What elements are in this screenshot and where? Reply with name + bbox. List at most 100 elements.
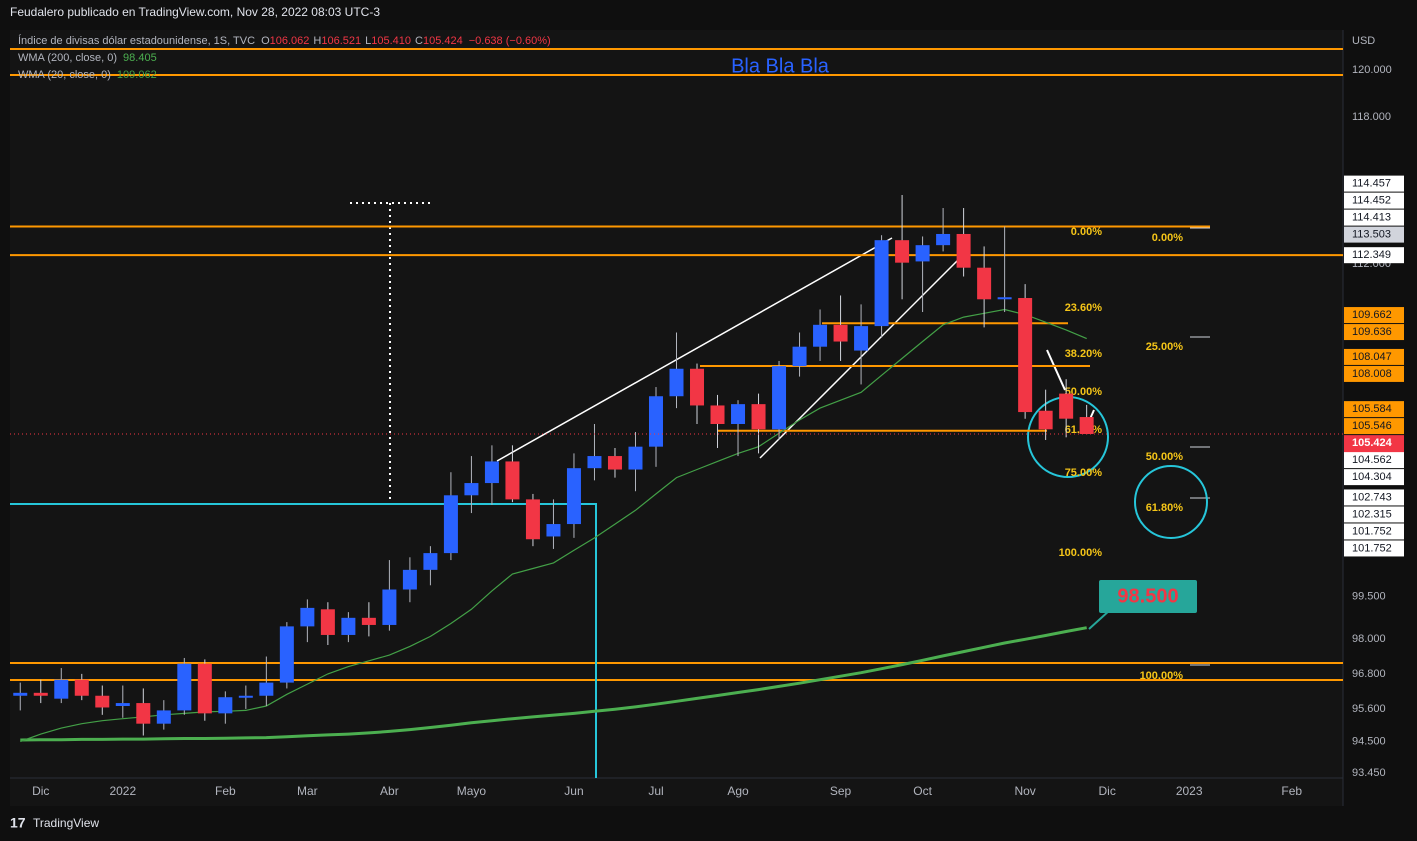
x-tick-label: Sep [830,784,852,798]
ohlc-key: L [365,35,371,47]
series-last: 98.405 [123,52,157,64]
fib-label: 0.00% [1152,232,1183,244]
price-tag-label: 105.424 [1352,437,1393,449]
price-tag [1344,506,1404,523]
ohlc-key: C [415,35,423,47]
candle-body [772,366,787,430]
candle-body [751,404,766,430]
series-legend: WMA (20, close, 0) 109.062 [18,69,157,81]
candle-body [464,483,479,496]
x-tick-label: Abr [380,784,399,798]
arrow [1046,349,1066,391]
candle-body [997,297,1012,300]
candle-body [710,405,725,424]
fib-label: 23.60% [1065,302,1103,314]
candle-body [607,456,622,470]
x-tick-label: 2022 [109,784,136,798]
ohlc-value: 105.410 [371,35,411,47]
y-tick-label: 94.500 [1352,735,1386,747]
candle-body [13,692,28,696]
series-name: WMA (200, close, 0) [18,52,117,64]
brand-logo: 17 [10,815,26,831]
candle-body [259,682,274,696]
price-tag [1344,523,1404,540]
fib-label: 61.80% [1146,502,1184,514]
trend-line [496,237,893,462]
price-tag-label: 108.047 [1352,351,1392,363]
candle-body [115,703,130,707]
price-tag-label: 102.315 [1352,508,1392,520]
brand-name: TradingView [33,816,99,830]
candle-body [74,679,89,696]
price-tag-label: 109.662 [1352,309,1392,321]
candle-body [505,461,520,500]
candle-body [587,456,602,469]
y-tick-label: 93.450 [1352,767,1386,779]
price-tag [1344,192,1404,209]
candle-body [1038,410,1053,430]
candle-body [95,695,110,708]
candle-body [279,626,294,683]
price-tag [1344,401,1404,418]
fib-label: 50.00% [1065,386,1103,398]
series-last: 109.062 [117,69,157,81]
price-tag [1344,209,1404,226]
price-tag [1344,247,1404,264]
currency: USD [1352,35,1375,47]
candle-body [936,233,951,246]
candle-body [33,692,48,696]
price-tag [1344,540,1404,557]
y-tick-label: 120.000 [1352,64,1392,76]
candle-body [956,233,971,268]
chart-pane [10,30,1343,806]
candle-body [792,346,807,367]
price-tag-label: 113.503 [1352,229,1391,241]
candle-body [1079,417,1094,435]
price-tag-label: 114.457 [1352,178,1391,190]
x-tick-label: Jul [648,784,663,798]
price-tag-label: 101.752 [1352,525,1392,537]
fib-labels: 0.00% 23.60% 38.20% 50.00% 61.80% 75.00%… [1059,226,1184,682]
x-tick-label: Mar [297,784,318,798]
ohlc-key: H [313,35,321,47]
price-tag-label: 109.636 [1352,326,1392,338]
candle-body [443,495,458,554]
candle-body [238,695,253,698]
price-tag-label: 101.752 [1352,542,1392,554]
brand: 17 TradingView [10,815,99,831]
candle-body [177,663,192,711]
candle-body [423,553,438,570]
price-tag-label: 102.743 [1352,491,1392,503]
fib-label: 0.00% [1071,226,1102,238]
price-tag-label: 108.008 [1352,368,1392,380]
price-tag [1344,418,1404,435]
price-tag [1344,175,1404,192]
price-tag [1344,469,1404,486]
chart-title: Bla Bla Bla [731,55,830,77]
candle-body [546,524,561,537]
x-tick-label: Feb [215,784,236,798]
ohlc-value: 105.424 [423,35,463,47]
fib-label: 38.20% [1065,348,1103,360]
ohlc-key: O [261,35,270,47]
price-tag-label: 112.349 [1352,249,1391,261]
x-tick-label: Dic [1098,784,1115,798]
price-tag [1344,365,1404,382]
candle-body [218,697,233,714]
y-tick-label: 96.800 [1352,668,1386,680]
symbol-legend: Índice de divisas dólar estadounidense, … [18,34,551,47]
x-tick-label: Feb [1281,784,1302,798]
candle-body [813,324,828,347]
candle-body [402,569,417,590]
candle-body [895,240,910,263]
fib-label: 25.00% [1146,341,1184,353]
candle-body [136,703,151,724]
symbol: Índice de divisas dólar estadounidense, … [18,34,255,47]
byline: Feudalero publicado en TradingView.com, … [10,5,380,19]
change: −0.638 (−0.60%) [469,35,551,47]
price-tag-label: 114.452 [1352,195,1391,207]
cyan-bracket [10,503,597,778]
series-legend: WMA (200, close, 0) 98.405 [18,52,157,64]
candle-body [628,446,643,470]
